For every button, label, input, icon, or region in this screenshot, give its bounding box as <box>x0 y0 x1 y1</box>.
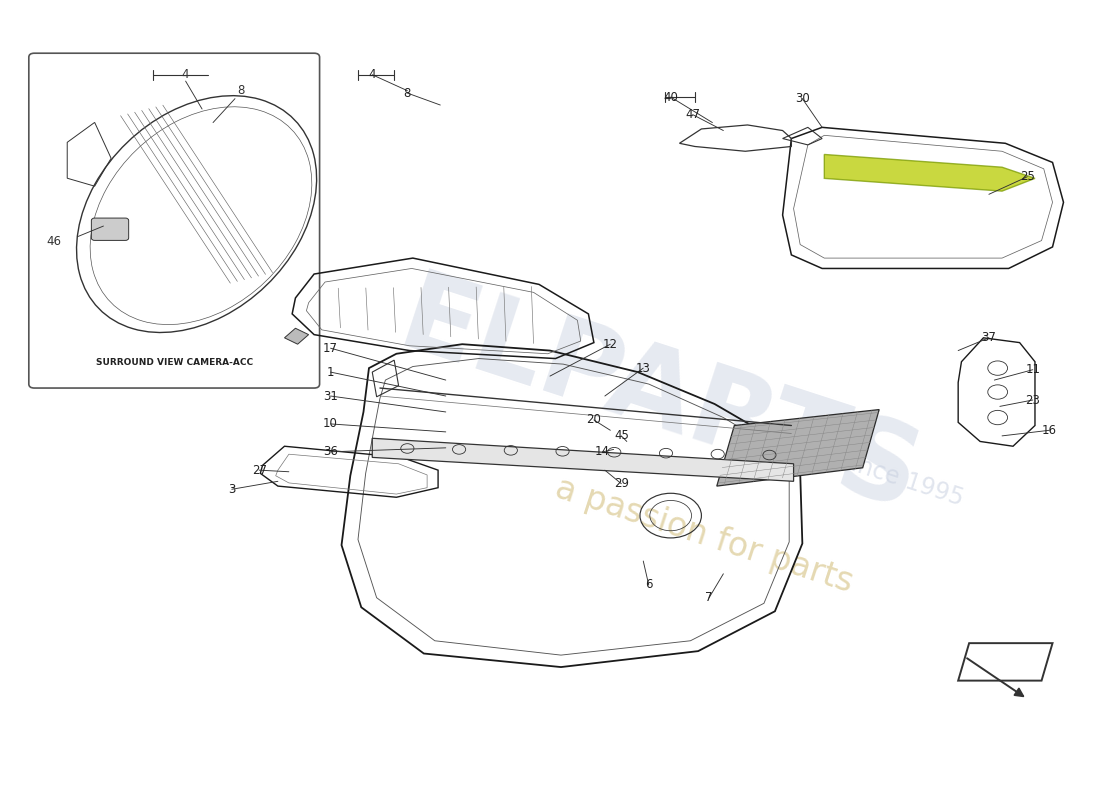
Text: 27: 27 <box>252 464 266 477</box>
Text: since 1995: since 1995 <box>836 448 966 511</box>
Text: 31: 31 <box>323 390 338 402</box>
Text: 30: 30 <box>795 92 810 105</box>
Text: 16: 16 <box>1042 424 1057 437</box>
Text: 40: 40 <box>663 90 678 103</box>
Text: 46: 46 <box>46 235 62 249</box>
Text: a passion for parts: a passion for parts <box>550 472 857 599</box>
Text: 7: 7 <box>705 591 713 604</box>
Text: 23: 23 <box>1025 394 1041 406</box>
Text: 13: 13 <box>636 362 651 374</box>
Text: 8: 8 <box>236 84 244 97</box>
Text: ELPARTS: ELPARTS <box>386 266 933 534</box>
Text: 36: 36 <box>323 446 338 458</box>
Text: 6: 6 <box>645 578 652 591</box>
Text: 14: 14 <box>595 446 610 458</box>
Polygon shape <box>824 154 1035 191</box>
Text: 4: 4 <box>368 68 376 82</box>
Text: 45: 45 <box>614 430 629 442</box>
Text: 10: 10 <box>323 418 338 430</box>
FancyBboxPatch shape <box>29 54 320 388</box>
Text: 4: 4 <box>182 68 189 82</box>
Text: 29: 29 <box>614 478 629 490</box>
Text: 12: 12 <box>603 338 618 350</box>
Text: 25: 25 <box>1020 170 1035 183</box>
Text: 17: 17 <box>323 342 338 354</box>
Polygon shape <box>372 438 793 482</box>
Text: 1: 1 <box>327 366 334 378</box>
Polygon shape <box>717 410 879 486</box>
Text: 37: 37 <box>981 331 997 344</box>
Text: 20: 20 <box>586 414 602 426</box>
Text: 11: 11 <box>1025 363 1041 376</box>
Text: SURROUND VIEW CAMERA-ACC: SURROUND VIEW CAMERA-ACC <box>96 358 253 366</box>
FancyBboxPatch shape <box>91 218 129 240</box>
Text: 8: 8 <box>404 86 411 99</box>
Text: 47: 47 <box>685 108 700 121</box>
Text: 3: 3 <box>228 482 235 496</box>
Polygon shape <box>285 328 309 344</box>
